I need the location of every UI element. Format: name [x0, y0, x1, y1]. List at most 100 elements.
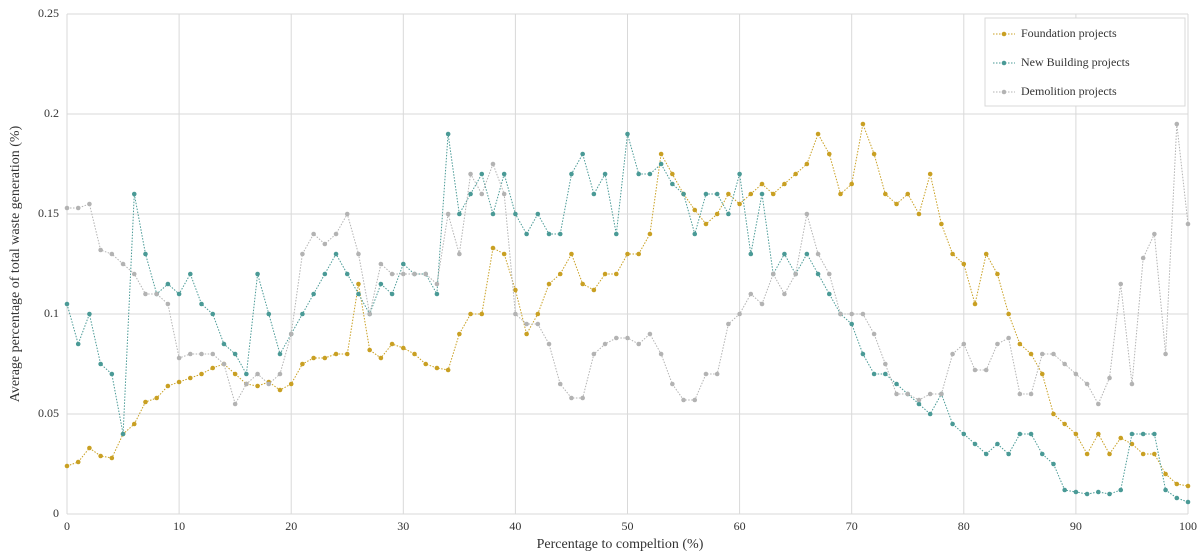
data-point	[199, 371, 204, 377]
data-point	[322, 355, 328, 361]
legend-marker	[1001, 31, 1007, 37]
data-point	[905, 191, 911, 197]
data-point	[916, 397, 922, 403]
data-point	[423, 361, 429, 367]
data-point	[344, 271, 350, 277]
data-point	[524, 321, 529, 327]
data-point	[838, 191, 843, 197]
data-point	[782, 291, 787, 297]
data-point	[692, 231, 698, 237]
data-point	[131, 421, 137, 427]
data-point	[647, 331, 653, 337]
data-point	[457, 251, 462, 257]
y-tick-label: 0.1	[44, 306, 59, 320]
data-point	[120, 261, 126, 267]
data-point	[580, 151, 585, 157]
data-point	[143, 399, 148, 405]
data-point	[98, 361, 103, 367]
data-point	[759, 181, 765, 187]
data-point	[569, 171, 574, 177]
legend-marker	[1001, 60, 1007, 66]
data-point	[277, 371, 283, 377]
data-point	[412, 271, 417, 277]
data-point	[1028, 351, 1034, 357]
data-point	[983, 367, 989, 373]
data-point	[1073, 371, 1079, 377]
data-point	[916, 211, 922, 217]
data-point	[658, 151, 664, 157]
legend-box	[984, 17, 1186, 107]
data-point	[1039, 351, 1045, 357]
data-point	[793, 171, 798, 177]
data-point	[613, 335, 619, 341]
data-point	[109, 371, 115, 377]
data-point	[1028, 431, 1034, 437]
data-point	[1096, 431, 1101, 437]
data-point	[244, 371, 249, 377]
data-point	[849, 311, 854, 317]
data-point	[277, 387, 283, 393]
data-point	[468, 171, 473, 177]
data-point	[513, 211, 518, 217]
data-point	[613, 231, 619, 237]
x-tick-label: 50	[622, 519, 634, 533]
x-tick-label: 0	[64, 519, 70, 533]
data-point	[445, 367, 451, 373]
data-point	[647, 171, 653, 177]
data-point	[165, 281, 171, 287]
data-point	[210, 351, 216, 357]
data-point	[1017, 391, 1023, 397]
data-point	[569, 395, 574, 401]
data-point	[546, 231, 552, 237]
data-point	[703, 221, 709, 227]
data-point	[154, 395, 159, 401]
y-tick-label: 0.25	[38, 6, 59, 20]
data-point	[770, 271, 776, 277]
data-point	[681, 397, 686, 403]
data-point	[1152, 431, 1157, 437]
data-point	[703, 191, 709, 197]
data-point	[737, 171, 742, 177]
data-point	[602, 271, 608, 277]
data-point	[782, 181, 787, 187]
data-point	[961, 431, 967, 437]
data-point	[244, 381, 249, 387]
data-point	[356, 281, 361, 287]
data-point	[927, 411, 933, 417]
data-point	[883, 371, 888, 377]
data-point	[501, 251, 507, 257]
data-point	[378, 261, 384, 267]
data-point	[804, 251, 810, 257]
data-point	[434, 291, 440, 297]
data-point	[524, 331, 529, 337]
x-tick-label: 100	[1179, 519, 1197, 533]
data-point	[625, 131, 630, 137]
data-point	[1084, 491, 1090, 497]
data-point	[1073, 489, 1079, 495]
data-point	[75, 205, 81, 211]
data-point	[232, 371, 238, 377]
data-point	[692, 207, 698, 213]
data-point	[401, 261, 406, 267]
data-point	[154, 291, 159, 297]
data-point	[1051, 411, 1056, 417]
data-point	[176, 291, 182, 297]
legend-label: Demolition projects	[1021, 84, 1117, 98]
data-point	[983, 451, 989, 457]
data-point	[378, 355, 384, 361]
data-point	[1185, 483, 1191, 489]
data-point	[221, 361, 227, 367]
data-point	[412, 351, 417, 357]
data-point	[883, 361, 888, 367]
data-point	[188, 375, 193, 381]
data-point	[871, 151, 877, 157]
data-point	[1051, 461, 1056, 467]
data-point	[367, 347, 372, 353]
data-point	[804, 161, 810, 167]
data-point	[894, 201, 899, 207]
data-point	[860, 121, 866, 127]
data-point	[535, 311, 541, 317]
data-point	[703, 371, 709, 377]
data-point	[333, 231, 339, 237]
